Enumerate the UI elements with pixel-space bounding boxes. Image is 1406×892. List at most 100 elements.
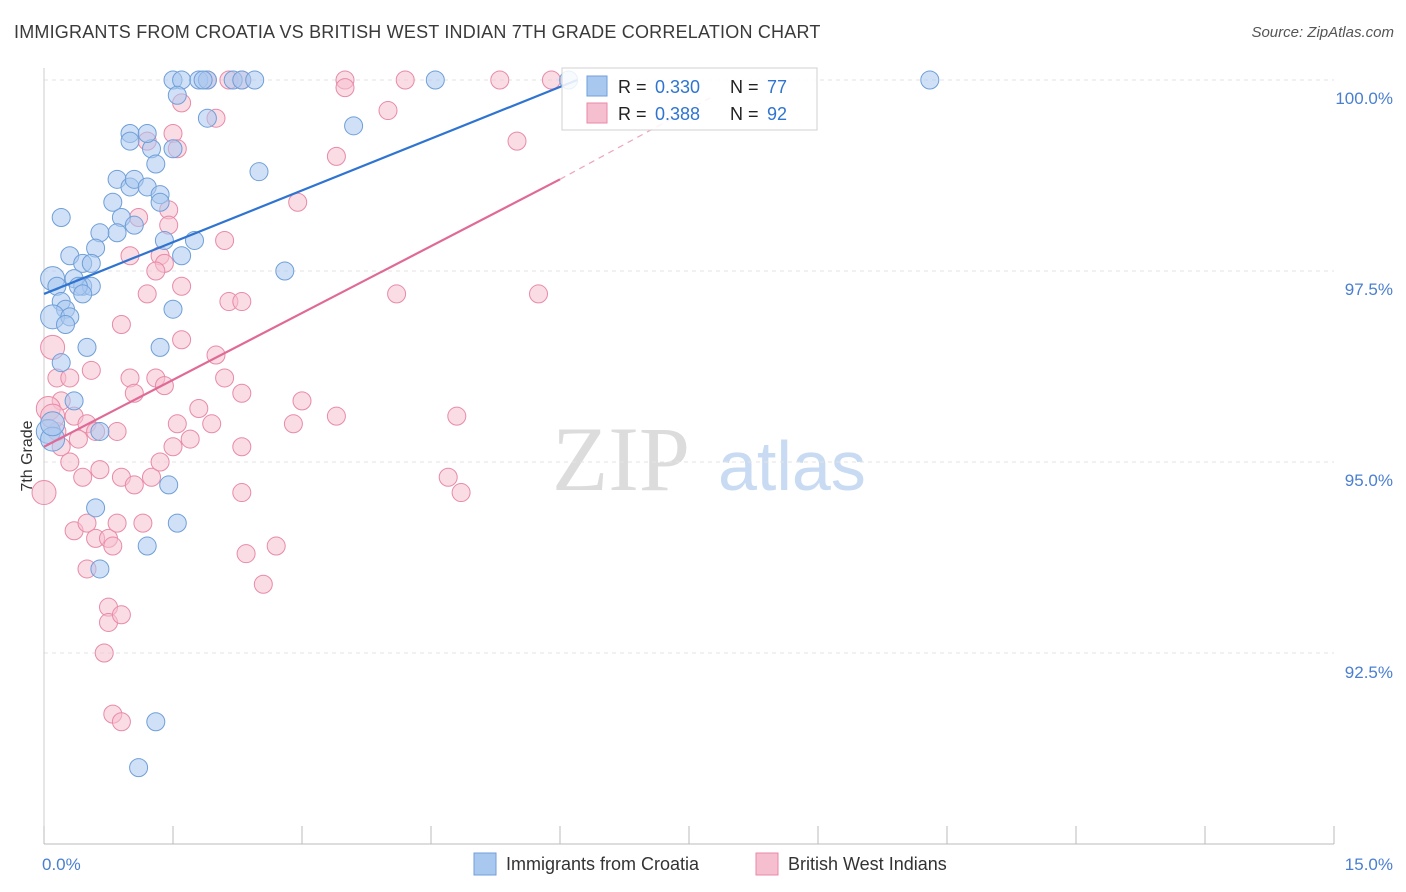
croatia-point-6: [193, 70, 213, 90]
bwi-point-67: [150, 452, 170, 472]
y-tick-label-92-5: 92.5%: [1345, 663, 1393, 682]
x-ticks: [43, 826, 1335, 844]
bwi-point-77: [107, 513, 127, 533]
croatia-point-54: [150, 337, 170, 357]
stats-legend: R = 0.330 N = 77 R = 0.388 N = 92: [561, 67, 818, 131]
watermark-zip: ZIP: [552, 408, 690, 510]
series-immigrants-from-croatia: [35, 70, 940, 778]
croatia-point-52: [56, 314, 75, 334]
bwi-point-73: [77, 513, 97, 533]
bwi-point-57: [107, 421, 127, 441]
croatia-point-49: [73, 284, 93, 304]
bwi-point-14: [326, 146, 346, 166]
bwi-point-42: [215, 368, 235, 388]
grid-lines: [44, 79, 1334, 654]
bwi-point-20: [215, 230, 235, 250]
bwi-point-88: [111, 712, 131, 732]
bwi-point-61: [60, 452, 80, 472]
stats-r-value-b: 0.388: [655, 104, 700, 124]
y-axis-label: 7th Grade: [19, 420, 36, 491]
croatia-point-26: [150, 192, 170, 212]
croatia-point-65: [137, 536, 157, 556]
y-tick-label-100: 100.0%: [1335, 89, 1393, 108]
bwi-point-38: [81, 360, 101, 380]
bwi-point-44: [292, 391, 312, 411]
bwi-point-28: [137, 284, 157, 304]
bwi-point-55: [283, 414, 303, 434]
bwi-point-5: [490, 70, 510, 90]
stats-r-value-a: 0.330: [655, 77, 700, 97]
croatia-point-62: [159, 475, 179, 495]
croatia-point-20: [249, 162, 269, 182]
croatia-point-27: [103, 192, 123, 212]
croatia-point-55: [77, 337, 97, 357]
croatia-point-68: [129, 758, 149, 778]
legend-label-croatia: Immigrants from Croatia: [506, 854, 700, 874]
bwi-point-76: [103, 536, 123, 556]
stats-legend-swatch-pink: [586, 102, 608, 124]
croatia-point-12: [197, 108, 217, 128]
stats-r-label-b: R =: [618, 104, 647, 124]
croatia-point-29: [51, 208, 71, 228]
chart-title: IMMIGRANTS FROM CROATIA VS BRITISH WEST …: [14, 22, 821, 42]
bwi-point-86: [94, 643, 114, 663]
y-tick-label-95: 95.0%: [1345, 471, 1393, 490]
bwi-point-27: [232, 292, 252, 312]
croatia-point-35: [172, 246, 192, 266]
croatia-point-53: [163, 299, 183, 319]
croatia-point-61: [40, 411, 66, 437]
bwi-point-31: [111, 314, 131, 334]
bwi-point-37: [60, 368, 80, 388]
watermark-atlas: atlas: [718, 427, 866, 505]
croatia-point-67: [146, 712, 166, 732]
croatia-point-60: [90, 421, 110, 441]
bwi-point-13: [507, 131, 527, 151]
bwi-point-24: [146, 261, 166, 281]
croatia-point-63: [86, 498, 106, 518]
trend-line-croatia: [43, 78, 578, 295]
bottom-legend: Immigrants from Croatia British West Ind…: [473, 852, 947, 876]
bwi-point-79: [236, 544, 256, 564]
bwi-point-68: [438, 467, 458, 487]
croatia-point-40: [275, 261, 295, 281]
croatia-point-11: [167, 85, 187, 105]
bwi-point-80: [266, 536, 286, 556]
legend-swatch-croatia: [473, 852, 497, 876]
croatia-point-19: [146, 154, 166, 174]
croatia-point-31: [107, 223, 127, 243]
bwi-point-30: [529, 284, 548, 304]
bwi-point-60: [232, 437, 252, 457]
bwi-point-71: [451, 483, 471, 503]
croatia-point-64: [167, 513, 187, 533]
croatia-point-7: [245, 70, 265, 90]
bwi-point-65: [124, 475, 144, 495]
bwi-point-25: [172, 276, 192, 296]
bwi-point-41: [154, 376, 174, 396]
legend-label-bwi: British West Indians: [788, 854, 947, 874]
bwi-point-45: [326, 406, 346, 426]
stats-n-value-a: 77: [767, 77, 787, 97]
y-tick-label-97-5: 97.5%: [1345, 280, 1393, 299]
croatia-point-10: [920, 70, 940, 90]
stats-n-label-b: N =: [730, 104, 759, 124]
series-british-west-indians: [31, 70, 561, 732]
bwi-point-29: [387, 284, 407, 304]
bwi-point-70: [232, 483, 252, 503]
bwi-point-52: [167, 414, 187, 434]
bwi-point-6: [541, 70, 561, 90]
croatia-point-30: [124, 215, 144, 235]
bwi-point-8: [378, 101, 398, 121]
stats-n-value-b: 92: [767, 104, 787, 124]
croatia-point-56: [51, 353, 71, 373]
bwi-point-58: [163, 437, 183, 457]
bwi-point-59: [180, 429, 200, 449]
bwi-point-56: [447, 406, 467, 426]
croatia-point-17: [163, 139, 183, 159]
trend-line-bwi: [43, 178, 561, 448]
croatia-point-66: [90, 559, 110, 579]
bwi-point-62: [73, 467, 93, 487]
stats-n-label-a: N =: [730, 77, 759, 97]
bwi-point-81: [253, 574, 273, 594]
bwi-point-32: [172, 330, 192, 350]
